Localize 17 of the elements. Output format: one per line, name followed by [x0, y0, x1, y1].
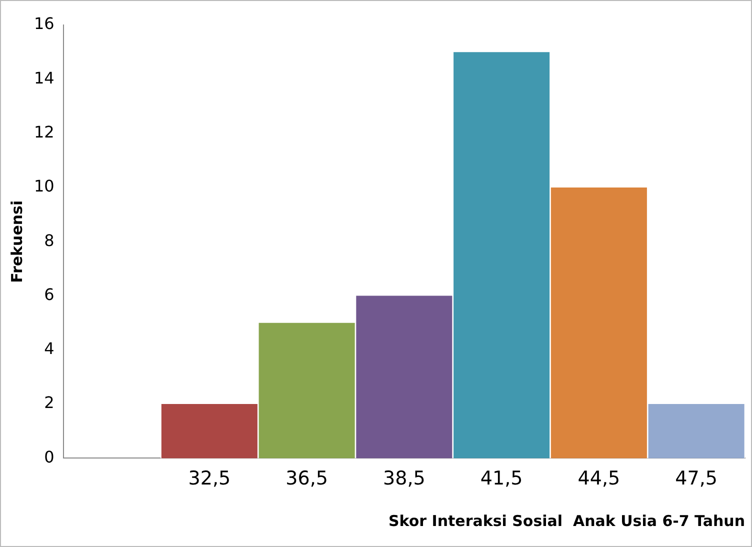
x-tick-label: 36,5 [286, 468, 328, 490]
y-tick-label: 2 [44, 393, 54, 412]
y-axis-title: Frekuensi [8, 200, 26, 283]
y-tick-label: 0 [44, 447, 54, 466]
x-tick-label: 32,5 [188, 468, 231, 490]
y-tick-label: 6 [44, 284, 54, 304]
x-axis-title: Skor Interaksi Sosial Anak Usia 6-7 Tahun [388, 512, 745, 530]
x-tick-label: 38,5 [383, 468, 426, 490]
x-tick-label: 44,5 [578, 468, 620, 490]
y-tick-label: 16 [34, 14, 54, 34]
x-tick-label: 41,5 [480, 468, 523, 490]
y-tick-label: 12 [34, 122, 54, 142]
y-tick-label: 4 [44, 339, 54, 358]
y-tick-label: 10 [34, 176, 54, 196]
y-tick-label: 14 [34, 68, 54, 88]
x-tick-label: 47,5 [675, 468, 718, 490]
y-tick-label: 8 [44, 230, 54, 250]
